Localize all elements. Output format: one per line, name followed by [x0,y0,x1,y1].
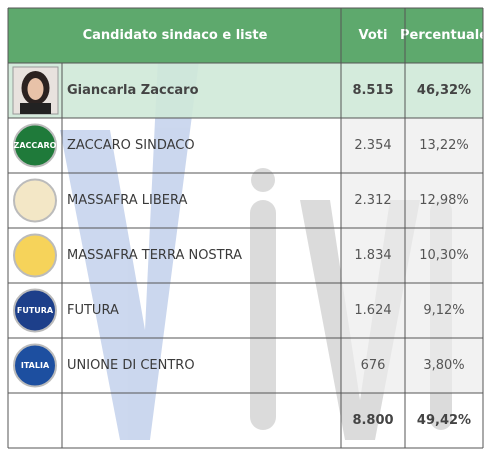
number-cell-bg [341,283,483,338]
number-cell-bg [341,118,483,173]
list-name: MASSAFRA LIBERA [67,193,187,208]
list-logo [13,123,57,168]
total-votes: 8.800 [352,413,393,428]
list-logo [13,233,57,278]
list-name: UNIONE DI CENTRO [67,358,195,373]
list-logo [13,178,57,223]
number-cell-bg [341,173,483,228]
list-logo [13,288,57,333]
list-logo [13,343,57,388]
list-name: ZACCARO SINDACO [67,138,195,153]
number-cell-bg [341,338,483,393]
list-name: MASSAFRA TERRA NOSTRA [67,248,242,263]
header-label: Voti [359,28,388,43]
header-label: Percentuale [400,28,488,43]
header-label: Candidato sindaco e liste [83,28,268,43]
list-votes: 2.354 [354,138,391,153]
list-votes: 1.624 [354,303,391,318]
logo-text: FUTURA [17,306,54,315]
logo-text: ITALIA [21,361,50,370]
list-percent: 13,22% [419,138,469,153]
photo-face [27,78,44,100]
list-percent: 9,12% [423,303,464,318]
list-percent: 10,30% [419,248,469,263]
total-percent: 49,42% [417,413,471,428]
logo-text: ZACCARO [14,141,57,150]
candidate-percent: 46,32% [417,83,471,98]
header-row [8,8,483,63]
list-votes: 2.312 [354,193,391,208]
candidate-votes: 8.515 [352,83,393,98]
photo-body [20,103,51,114]
list-name: FUTURA [67,303,119,318]
number-cell-bg [341,228,483,283]
list-percent: 3,80% [423,358,464,373]
candidate-row [8,63,483,118]
list-votes: 1.834 [354,248,391,263]
list-votes: 676 [361,358,386,373]
list-percent: 12,98% [419,193,469,208]
candidate-name: Giancarla Zaccaro [67,83,199,98]
